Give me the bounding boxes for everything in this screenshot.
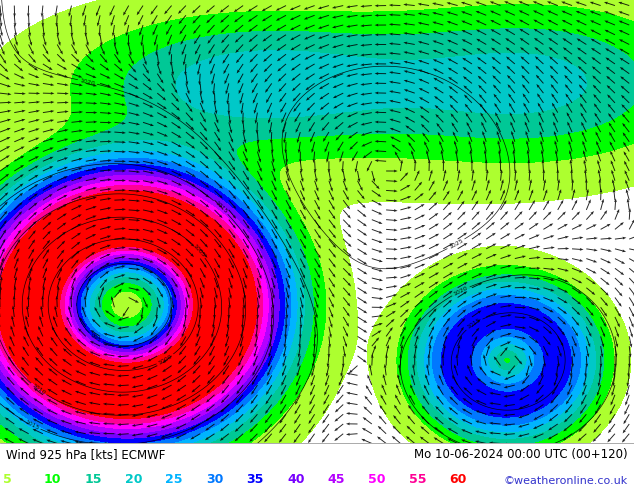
Text: Wind 925 hPa [kts] ECMWF: Wind 925 hPa [kts] ECMWF [6, 448, 165, 461]
Text: 1000: 1000 [157, 353, 173, 366]
Text: 25: 25 [165, 473, 183, 486]
Text: 55: 55 [409, 473, 427, 486]
Text: 1015: 1015 [214, 200, 228, 215]
Text: 15: 15 [84, 473, 102, 486]
Text: 1025: 1025 [448, 238, 464, 250]
Text: 1020: 1020 [79, 78, 96, 86]
Text: 1020: 1020 [453, 285, 469, 297]
Text: 1010: 1010 [31, 383, 46, 396]
Text: Mo 10-06-2024 00:00 UTC (00+120): Mo 10-06-2024 00:00 UTC (00+120) [414, 448, 628, 461]
Text: ©weatheronline.co.uk: ©weatheronline.co.uk [503, 476, 628, 486]
Text: 10: 10 [44, 473, 61, 486]
Text: 5: 5 [3, 473, 12, 486]
Text: 20: 20 [125, 473, 143, 486]
Text: 1015: 1015 [23, 419, 40, 431]
Text: 1005: 1005 [191, 243, 205, 258]
Text: 1015: 1015 [466, 318, 482, 330]
Text: 40: 40 [287, 473, 305, 486]
Text: 995: 995 [89, 332, 102, 343]
Text: 50: 50 [368, 473, 386, 486]
Text: 35: 35 [247, 473, 264, 486]
Text: 60: 60 [450, 473, 467, 486]
Text: 45: 45 [328, 473, 346, 486]
Text: 30: 30 [206, 473, 223, 486]
